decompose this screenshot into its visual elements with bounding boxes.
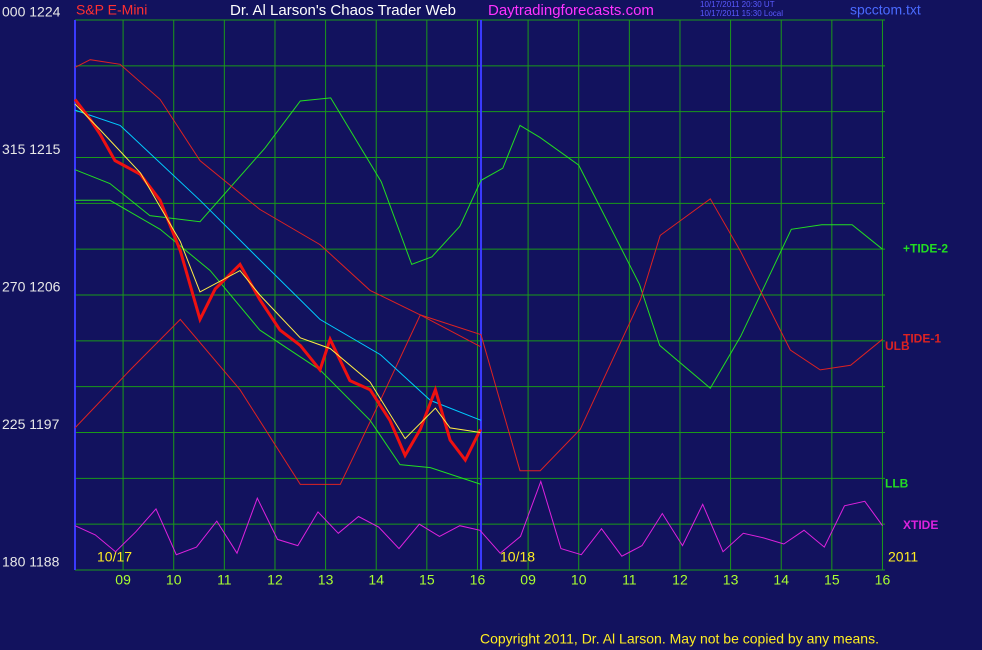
series-line — [75, 199, 482, 485]
day-label: 2011 — [888, 549, 918, 565]
copyright: Copyright 2011, Dr. Al Larson. May not b… — [480, 631, 879, 647]
x-tick-label: 10 — [166, 572, 182, 588]
plot-area: 000 1224 315 1215 270 1206 225 1197 180 1188… — [2, 4, 948, 588]
file-name: spcctom.txt — [850, 2, 921, 18]
x-tick-label: 15 — [419, 572, 435, 588]
y-tick-label: 000 1224 — [2, 4, 61, 20]
x-tick-label: 13 — [318, 572, 334, 588]
x-tick-label: 09 — [520, 572, 536, 588]
series-line — [74, 479, 883, 557]
series-label: XTIDE — [903, 518, 938, 532]
x-tick-label: 12 — [672, 572, 688, 588]
timestamp: 10/17/2011 15:30 Local — [700, 9, 783, 18]
x-tick-label: 16 — [875, 572, 891, 588]
series-label: ULB — [885, 339, 910, 353]
x-tick-label: 16 — [470, 572, 486, 588]
x-tick-label: 12 — [267, 572, 283, 588]
x-tick-label: 14 — [773, 572, 789, 588]
y-tick-label: 180 1188 — [2, 554, 60, 570]
day-label: 10/18 — [500, 549, 535, 565]
series-label: +TIDE-2 — [903, 241, 948, 255]
series-line — [74, 109, 482, 421]
timestamp: 10/17/2011 20:30 UT — [700, 0, 775, 9]
series-line — [74, 103, 481, 440]
y-tick-label: 315 1215 — [2, 141, 61, 157]
x-tick-label: 15 — [824, 572, 840, 588]
series-label: TIDE-1 — [903, 331, 941, 345]
series-line — [74, 59, 482, 348]
x-tick-label: 13 — [723, 572, 739, 588]
site: Daytradingforecasts.com — [488, 2, 654, 19]
y-tick-label: 270 1206 — [2, 279, 61, 295]
x-tick-label: 11 — [217, 572, 232, 588]
series-line — [74, 198, 883, 485]
x-tick-label: 10 — [571, 572, 587, 588]
series-line — [73, 98, 482, 463]
y-tick-label: 225 1197 — [2, 416, 60, 432]
series-label: LLB — [885, 477, 909, 491]
chart-title: Dr. Al Larson's Chaos Trader Web — [230, 2, 456, 19]
day-label: 10/17 — [97, 549, 132, 565]
symbol: S&P E-Mini — [76, 2, 147, 18]
x-tick-label: 14 — [368, 572, 384, 588]
x-tick-label: 09 — [115, 572, 131, 588]
x-tick-label: 11 — [622, 572, 637, 588]
series-line — [74, 97, 883, 389]
